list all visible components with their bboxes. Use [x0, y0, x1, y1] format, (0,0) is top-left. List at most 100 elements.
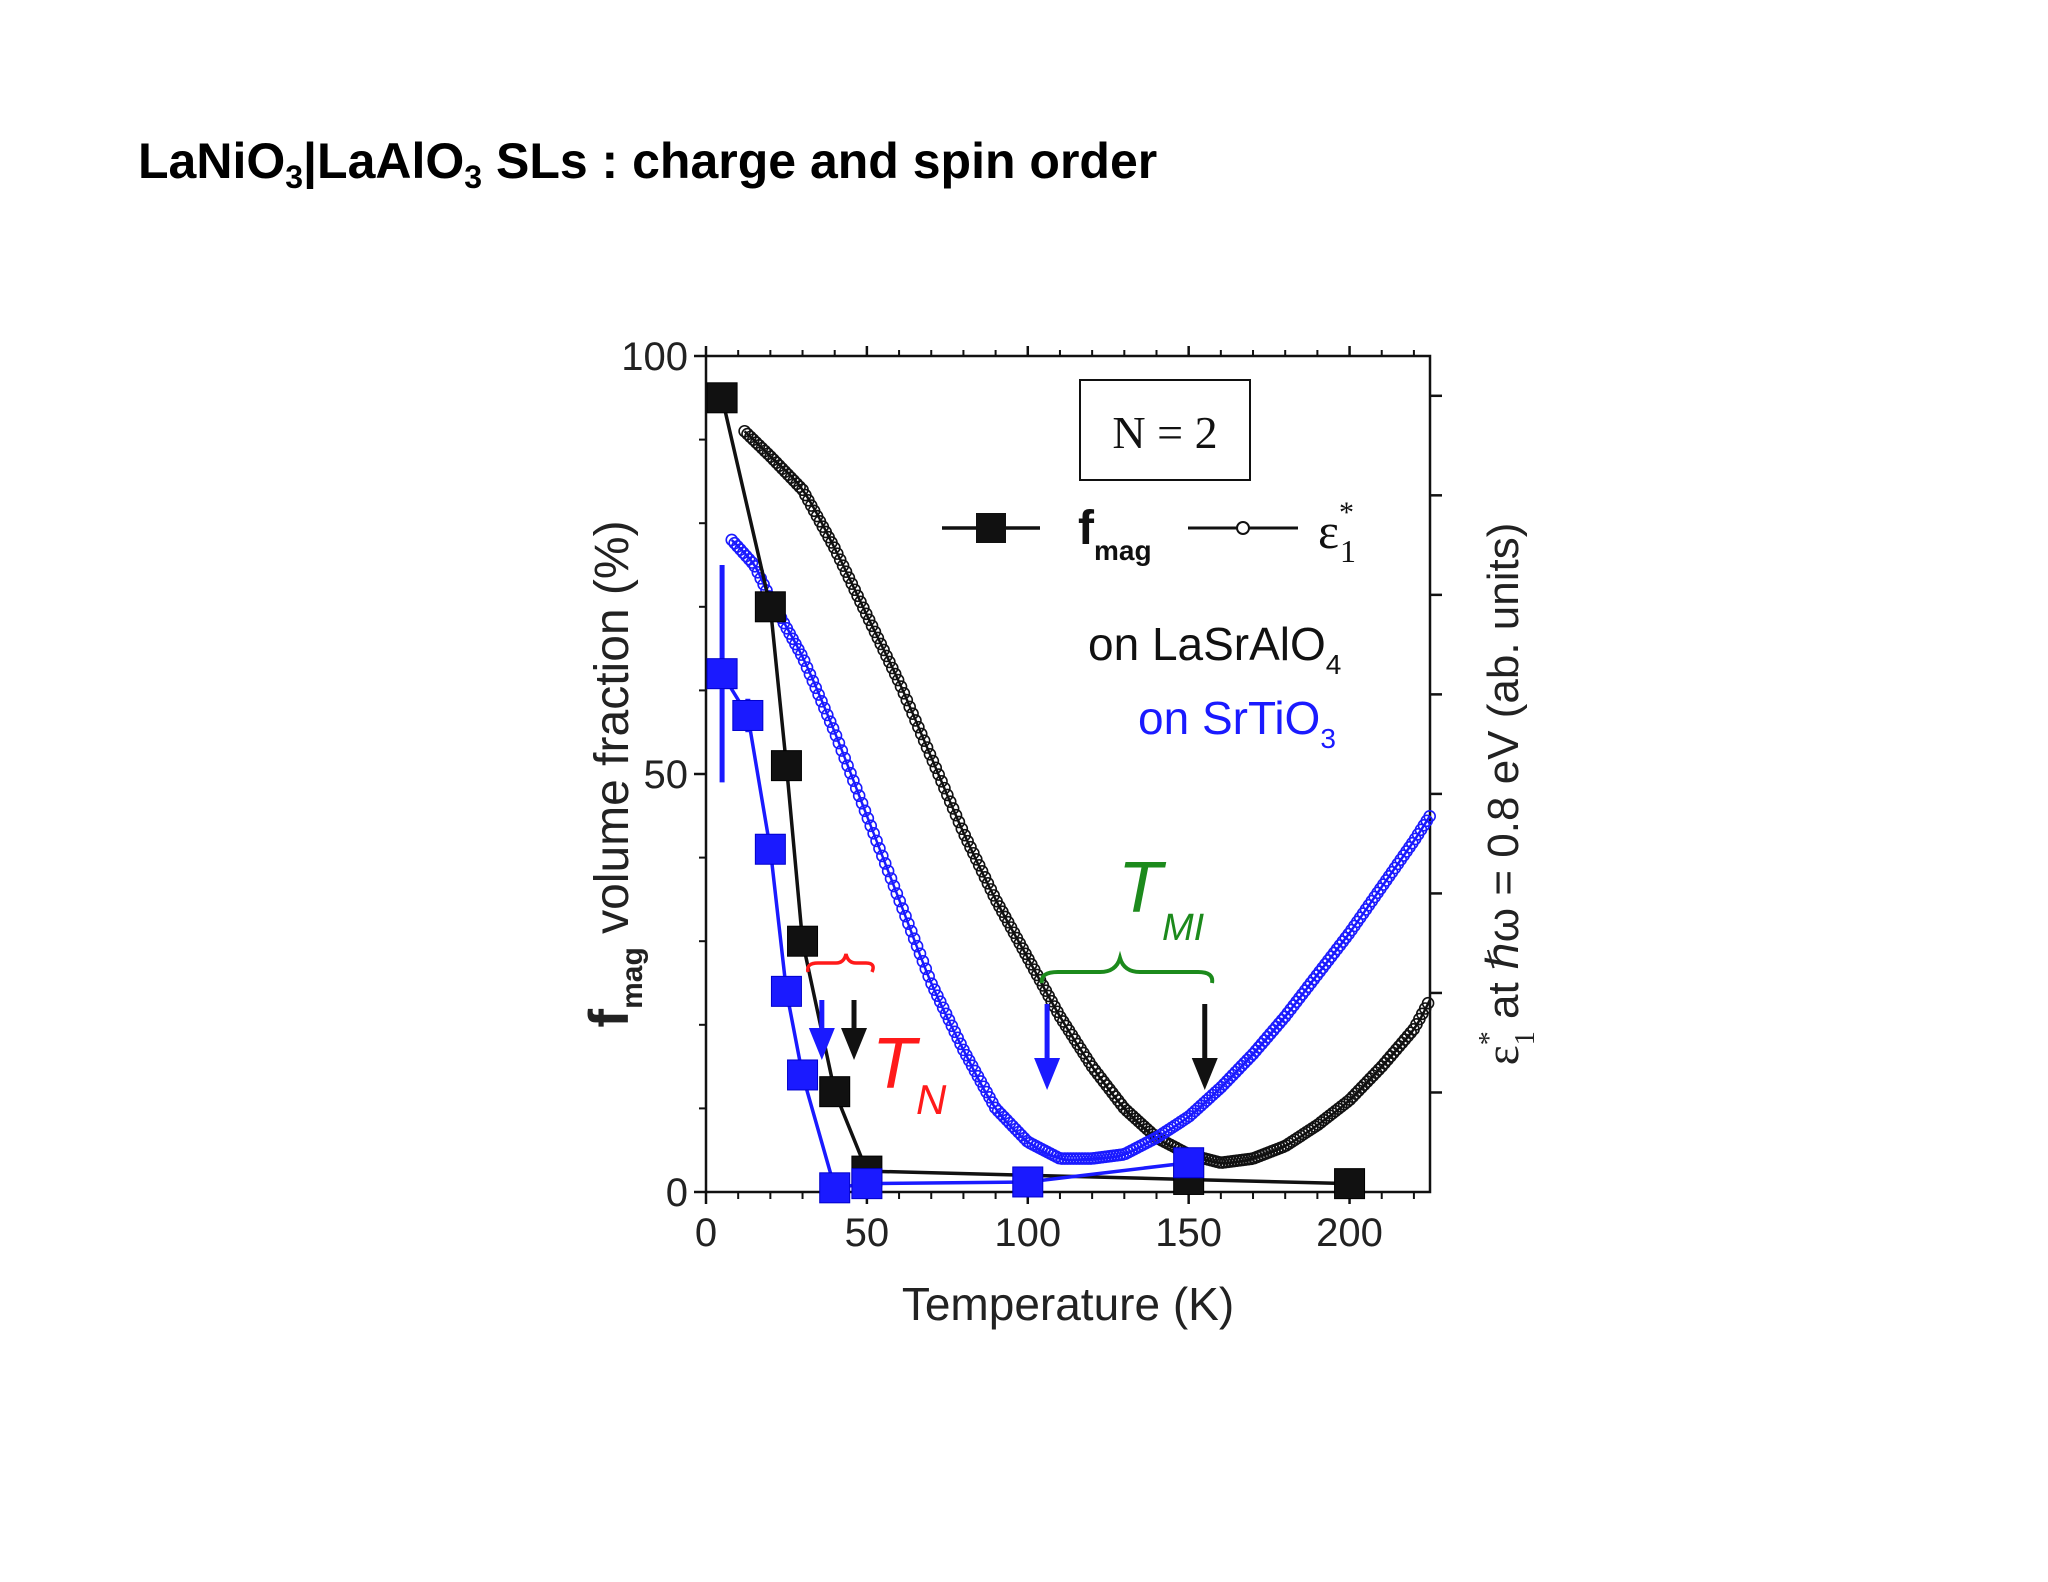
fmag-point [819, 1172, 851, 1204]
x-tick-label: 200 [1316, 1211, 1383, 1255]
fmag-point [851, 1168, 883, 1200]
eps-point [848, 583, 861, 597]
eps-point [835, 744, 849, 757]
eps-point [803, 667, 817, 681]
y2-axis-title: ε* 1 at ℏω = 0.8 eV (ab. units) [1474, 523, 1541, 1066]
eps-point [864, 819, 878, 833]
eps-point [922, 970, 935, 983]
eps-point [891, 673, 905, 687]
eps-point [829, 729, 843, 742]
eps-point [842, 571, 856, 585]
eps-point [833, 553, 847, 566]
eps-point [935, 775, 948, 788]
eps-point [797, 654, 811, 668]
title-part-2: |LaAlO [303, 133, 465, 189]
eps-point [932, 768, 945, 781]
eps-point [838, 751, 851, 765]
x-tick-label: 50 [845, 1211, 890, 1255]
transition-arrow-head [841, 1028, 868, 1060]
eps-point [925, 977, 938, 990]
x-axis-title: Temperature (K) [902, 1278, 1234, 1330]
eps-point [883, 655, 896, 669]
eps-point [1404, 1026, 1417, 1040]
eps-point [754, 572, 768, 585]
eps-point [904, 924, 918, 938]
eps-point [907, 932, 921, 945]
tn-brace [805, 953, 875, 973]
eps-point [917, 734, 931, 748]
fmag-point [754, 591, 786, 623]
eps-point [855, 796, 869, 810]
eps-point [844, 766, 857, 780]
eps-point [975, 865, 989, 878]
eps-point [916, 954, 930, 968]
eps-point [923, 747, 937, 761]
eps-point [880, 649, 893, 663]
eps-point [815, 695, 828, 708]
eps-point [938, 781, 951, 795]
eps-point [942, 1013, 956, 1027]
legend-marker-eps [1236, 521, 1250, 535]
x-tick-label: 150 [1155, 1211, 1222, 1255]
eps-point [890, 887, 904, 900]
eps-point [981, 877, 995, 890]
eps-point [929, 761, 943, 775]
eps-point [836, 559, 850, 572]
eps-point [910, 939, 924, 953]
fmag-point [732, 699, 764, 731]
eps-point [955, 822, 969, 836]
x-tick-label: 0 [695, 1211, 717, 1255]
eps-point [1423, 810, 1436, 823]
eps-point [745, 556, 759, 569]
legend-label-fmag: fmag [1078, 502, 1152, 566]
eps-point [867, 827, 880, 840]
eps-point [828, 541, 841, 554]
eps-point [903, 700, 916, 714]
eps-point [849, 781, 863, 795]
eps-point [830, 547, 844, 560]
eps-point [954, 1037, 967, 1051]
eps-point [858, 804, 872, 818]
eps-point [909, 714, 922, 727]
eps-point [926, 754, 940, 768]
fmag-point [706, 658, 738, 690]
slide-title: LaNiO3|LaAlO3 SLs : charge and spin orde… [138, 132, 1157, 196]
eps-point [928, 983, 941, 996]
eps-point [896, 902, 909, 915]
eps-point [949, 808, 963, 822]
title-part-3: SLs : charge and spin order [482, 133, 1158, 189]
eps-point [933, 995, 947, 1009]
eps-point [913, 947, 927, 961]
eps-point [897, 687, 911, 700]
eps-point [893, 894, 907, 908]
eps-point [888, 667, 902, 681]
eps-point [874, 637, 888, 651]
eps-point [948, 1025, 962, 1039]
eps-point [878, 857, 892, 870]
eps-point [902, 917, 915, 930]
eps-point [861, 812, 875, 825]
y-tick-label: 50 [644, 753, 689, 797]
fmag-point [1173, 1147, 1205, 1179]
eps-point [964, 840, 977, 854]
eps-point [793, 480, 806, 494]
eps-point [818, 701, 831, 715]
eps-point [886, 661, 899, 675]
eps-point [952, 815, 966, 829]
eps-point [894, 680, 908, 693]
eps-point [972, 858, 986, 872]
eps-point [845, 577, 859, 591]
sample-box-label: N = 2 [1112, 407, 1217, 458]
fmag-point [787, 925, 819, 957]
eps-point [821, 708, 834, 722]
fmag-point [1334, 1168, 1366, 1200]
y-axis-title: fmag volume fraction (%) [577, 520, 649, 1027]
y-tick-label: 0 [666, 1171, 688, 1215]
eps-point [946, 802, 960, 815]
eps-point [851, 589, 864, 603]
eps-point [881, 864, 895, 878]
title-subscript-2: 3 [464, 159, 483, 195]
tmi-label: TMI [1118, 848, 1205, 949]
eps-point [1421, 996, 1435, 1010]
eps-point [939, 1007, 953, 1021]
